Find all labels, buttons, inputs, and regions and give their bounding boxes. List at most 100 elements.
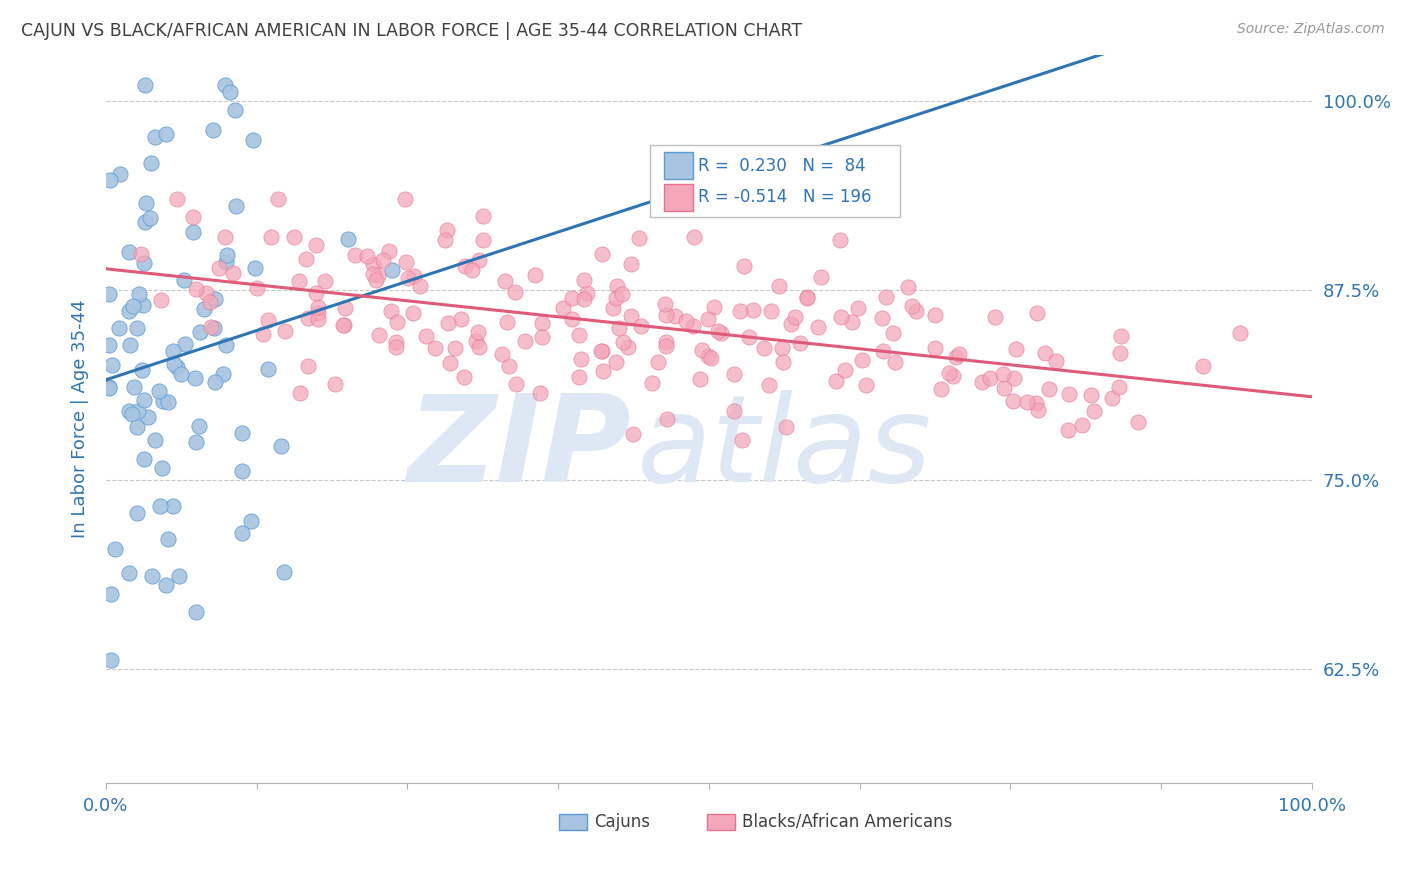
Point	[630, 319, 652, 334]
Point	[384, 340, 406, 354]
Point	[810, 270, 832, 285]
Point	[1015, 395, 1038, 409]
Point	[655, 339, 678, 353]
Point	[1109, 346, 1132, 360]
Point	[122, 380, 145, 394]
Point	[655, 412, 678, 426]
Point	[439, 356, 461, 370]
Point	[640, 376, 662, 391]
Point	[472, 233, 495, 247]
Point	[162, 343, 184, 358]
Point	[98, 173, 121, 187]
Point	[1025, 306, 1047, 320]
Point	[1071, 418, 1094, 433]
Point	[628, 231, 651, 245]
Point	[970, 375, 993, 389]
Point	[682, 318, 704, 333]
Point	[675, 314, 697, 328]
Point	[467, 325, 489, 339]
Point	[332, 318, 354, 333]
Y-axis label: In Labor Force | Age 35-44: In Labor Force | Age 35-44	[72, 300, 89, 538]
Point	[242, 133, 264, 147]
Point	[212, 367, 235, 381]
Point	[100, 587, 122, 601]
Point	[830, 233, 852, 247]
Point	[222, 266, 245, 280]
Point	[208, 260, 231, 275]
Point	[132, 392, 155, 407]
Point	[924, 309, 946, 323]
Point	[450, 312, 472, 326]
Point	[592, 364, 614, 378]
Point	[134, 215, 156, 229]
Point	[118, 566, 141, 581]
Point	[188, 325, 211, 339]
Point	[283, 229, 305, 244]
Point	[273, 324, 295, 338]
Text: CAJUN VS BLACK/AFRICAN AMERICAN IN LABOR FORCE | AGE 35-44 CORRELATION CHART: CAJUN VS BLACK/AFRICAN AMERICAN IN LABOR…	[21, 22, 803, 40]
Point	[214, 78, 236, 93]
Point	[683, 230, 706, 244]
Text: atlas: atlas	[637, 390, 932, 507]
Point	[654, 309, 676, 323]
Point	[616, 340, 638, 354]
Point	[834, 363, 856, 377]
Point	[97, 381, 120, 395]
Point	[464, 334, 486, 348]
Point	[98, 338, 121, 352]
Point	[529, 385, 551, 400]
Point	[108, 320, 131, 334]
Point	[128, 286, 150, 301]
Point	[468, 253, 491, 268]
Point	[513, 334, 536, 349]
Point	[1229, 326, 1251, 340]
Point	[156, 394, 179, 409]
Point	[231, 525, 253, 540]
Point	[605, 354, 627, 368]
Point	[436, 223, 458, 237]
Point	[122, 299, 145, 313]
Point	[498, 359, 520, 373]
Point	[169, 368, 191, 382]
Point	[824, 374, 846, 388]
Point	[775, 420, 797, 434]
Text: Source: ZipAtlas.com: Source: ZipAtlas.com	[1237, 22, 1385, 37]
Point	[1045, 353, 1067, 368]
Point	[924, 342, 946, 356]
Point	[875, 290, 897, 304]
Point	[1109, 328, 1132, 343]
Point	[491, 347, 513, 361]
Point	[136, 409, 159, 424]
Point	[305, 286, 328, 301]
Point	[870, 311, 893, 326]
Point	[162, 499, 184, 513]
Point	[135, 196, 157, 211]
Point	[655, 334, 678, 349]
Text: Blacks/African Americans: Blacks/African Americans	[742, 813, 952, 830]
Point	[572, 292, 595, 306]
Point	[364, 273, 387, 287]
Point	[325, 376, 347, 391]
Point	[1108, 379, 1130, 393]
Point	[993, 380, 1015, 394]
Point	[855, 377, 877, 392]
Point	[901, 299, 924, 313]
Point	[897, 279, 920, 293]
Point	[307, 312, 329, 326]
Point	[118, 403, 141, 417]
Point	[620, 309, 643, 323]
Point	[257, 312, 280, 326]
Point	[620, 257, 643, 271]
Point	[444, 341, 467, 355]
Point	[395, 254, 418, 268]
Point	[690, 343, 713, 357]
Point	[505, 376, 527, 391]
Point	[647, 354, 669, 368]
Point	[612, 334, 634, 349]
Point	[710, 326, 733, 340]
Point	[288, 275, 311, 289]
Point	[215, 248, 238, 262]
Point	[945, 351, 967, 365]
Point	[436, 316, 458, 330]
Text: ZIP: ZIP	[406, 390, 630, 507]
